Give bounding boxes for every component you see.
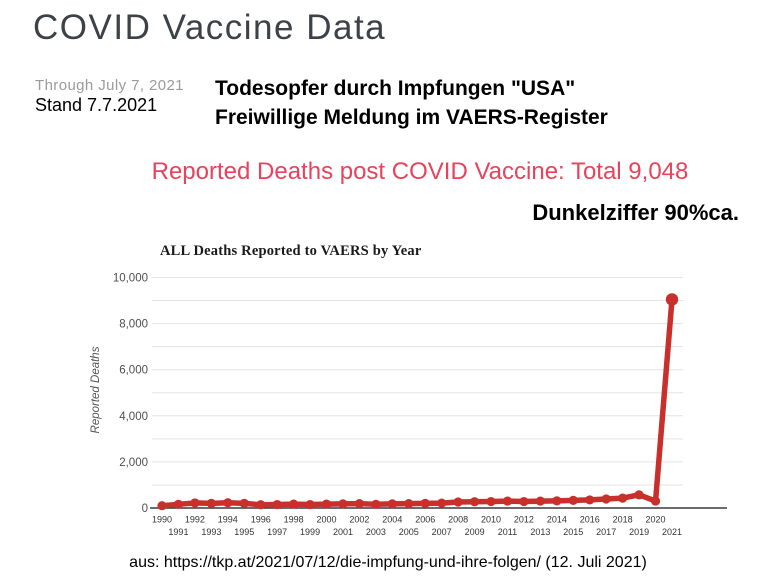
y-tick-label: 6,000 [119,365,148,377]
x-tick-label: 2015 [563,527,583,537]
data-point-2008 [453,497,463,507]
y-tick-label: 4,000 [119,411,148,423]
data-point-1994 [223,498,233,508]
x-tick-label: 2003 [366,527,386,537]
data-point-2005 [404,499,414,509]
x-tick-label: 2020 [646,515,666,525]
x-tick-label: 2021 [662,527,682,537]
german-annotation-line2: Freiwillige Meldung im VAERS-Register [215,106,608,129]
x-tick-label: 2005 [399,527,419,537]
data-point-1992 [190,498,200,508]
data-point-2010 [486,496,496,507]
data-point-1993 [206,498,216,508]
data-point-2016 [585,495,595,505]
data-point-2018 [618,493,628,503]
data-point-2009 [469,497,480,507]
x-tick-label: 2014 [547,515,567,525]
data-point-1997 [272,499,282,510]
x-tick-label: 1991 [168,527,188,537]
data-point-2001 [338,499,348,509]
x-tick-label: 1998 [284,515,304,525]
x-tick-label: 2006 [415,515,435,525]
data-point-2011 [502,496,513,506]
x-tick-label: 2019 [629,527,649,537]
data-point-2004 [387,499,397,509]
data-point-2014 [552,496,562,506]
data-point-2006 [420,498,430,508]
x-tick-label: 1992 [185,515,205,525]
data-point-1999 [305,499,315,510]
data-point-1995 [239,498,249,508]
data-point-2012 [519,496,529,507]
x-tick-label: 2010 [481,515,501,525]
data-point-1998 [289,499,299,509]
data-point-2000 [321,499,332,509]
data-line [159,296,675,509]
y-tick-label: 0 [142,503,148,515]
german-annotation-line1: Todesopfer durch Impfungen "USA" [215,77,576,100]
y-tick-label: 10,000 [113,273,148,285]
data-point-1991 [173,499,184,509]
x-tick-label: 2000 [317,515,337,525]
page-title: COVID Vaccine Data [33,8,387,47]
chart-title: ALL Deaths Reported to VAERS by Year [160,243,422,259]
x-tick-label: 1993 [201,527,221,537]
y-tick-label: 2,000 [119,457,148,469]
data-point-1996 [256,500,266,510]
data-point-1990 [157,501,167,511]
x-tick-label: 2012 [514,515,534,525]
x-tick-label: 2007 [432,527,452,537]
dunkelziffer-annotation: Dunkelziffer 90%ca. [532,200,739,225]
x-tick-label: 2011 [498,527,517,537]
x-tick-label: 1997 [267,527,287,537]
x-tick-label: 2002 [349,515,369,525]
x-tick-label: 1994 [218,515,238,525]
data-point-2002 [354,499,365,509]
data-point-2020 [650,496,661,506]
x-tick-label: 2018 [613,515,633,525]
x-tick-label: 2013 [530,527,550,537]
german-annotation: Todesopfer durch Impfungen "USA" Freiwil… [215,74,608,132]
reported-deaths-headline: Reported Deaths post COVID Vaccine: Tota… [151,158,689,185]
x-tick-label: 1990 [152,515,172,525]
x-tick-label: 1996 [251,515,271,525]
y-tick-label: 8,000 [119,319,148,331]
x-tick-label: 1995 [234,527,254,537]
subtitle-through-date: Through July 7, 2021 [35,77,184,94]
subtitle-stand-date: Stand 7.7.2021 [35,95,158,115]
source-citation: aus: https://tkp.at/2021/07/12/die-impfu… [129,554,647,571]
x-tick-label: 2008 [448,515,468,525]
x-tick-label: 2004 [382,515,402,525]
data-point-2017 [601,494,611,504]
x-tick-label: 1999 [300,527,320,537]
data-point-2013 [535,496,545,506]
data-point-2021 [665,293,679,306]
x-tick-label: 2001 [333,527,353,537]
data-point-2003 [371,499,381,509]
data-point-2007 [437,498,447,508]
x-tick-label: 2017 [596,527,616,537]
x-tick-label: 2009 [465,527,485,537]
data-point-2015 [568,495,578,505]
data-point-2019 [634,490,644,500]
x-tick-label: 2016 [580,515,600,525]
